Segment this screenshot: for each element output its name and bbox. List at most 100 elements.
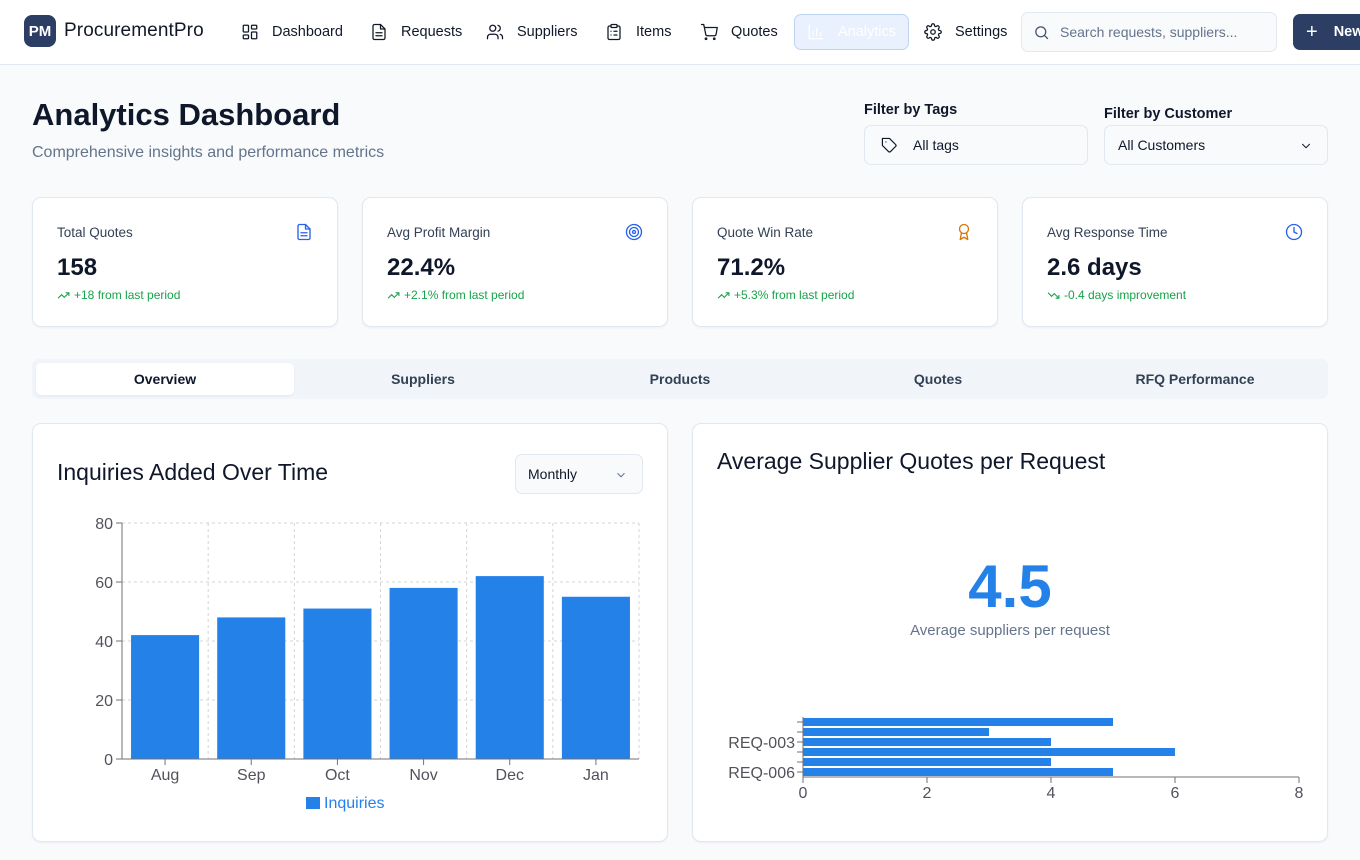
trending-up-icon [387, 291, 400, 299]
tab-quotes[interactable]: Quotes [913, 371, 963, 387]
avg-quotes-value: 4.5 [968, 553, 1052, 620]
tab-rfq-performance[interactable]: RFQ Performance [1135, 371, 1255, 387]
nav-item-label: Suppliers [517, 24, 578, 40]
x-tick-label: 2 [923, 785, 932, 802]
nav-item-label: Analytics [837, 24, 896, 40]
search-box [1021, 12, 1277, 52]
nav-item-suppliers[interactable]: Suppliers [486, 14, 577, 50]
y-tick-label: 80 [95, 516, 113, 533]
filter-customer-value: All Customers [1118, 137, 1206, 153]
clock-icon [1285, 223, 1303, 241]
plus-icon: + [1306, 20, 1318, 43]
stat-change: +2.1% from last period [387, 288, 524, 302]
stat-title: Avg Profit Margin [387, 225, 491, 240]
filter-customer-select[interactable]: All Customers [1104, 125, 1328, 165]
bar [803, 758, 1051, 766]
stat-card-avg-response-time: Avg Response Time 2.6 days -0.4 days imp… [1022, 197, 1328, 327]
file-text-icon [372, 23, 386, 41]
inquiries-bar-chart: 0 20 40 60 80 Aug Sep Oct Nov Dec Jan Inquiries [95, 516, 640, 812]
clipboard-list-icon [607, 23, 621, 41]
nav-item-label: Requests [401, 24, 463, 40]
trending-down-icon [1047, 291, 1060, 299]
bar [217, 617, 286, 759]
award-icon [958, 223, 970, 241]
stat-change: -0.4 days improvement [1047, 288, 1186, 302]
new-button[interactable]: + New [1293, 14, 1360, 50]
y-tick-label: 40 [95, 634, 113, 651]
nav-item-quotes[interactable]: Quotes [700, 14, 778, 50]
bar [803, 718, 1113, 726]
bar [131, 635, 200, 759]
nav-item-requests[interactable]: Requests [370, 14, 462, 50]
nav-item-label: Items [636, 24, 672, 40]
target-icon [625, 223, 643, 241]
x-tick-label: 6 [1171, 785, 1180, 802]
x-tick-label: Jan [583, 767, 609, 784]
nav-item-label: Dashboard [272, 24, 343, 40]
y-tick-label: REQ-006 [728, 765, 795, 782]
bar [389, 587, 458, 759]
search-icon [1035, 25, 1049, 39]
chevron-down-icon [617, 472, 625, 478]
avg-quotes-title: Average Supplier Quotes per Request [717, 448, 1106, 474]
bar [475, 576, 544, 759]
x-tick-label: Dec [496, 767, 524, 784]
stat-change-text: +18 from last period [74, 288, 181, 302]
page-subtitle: Comprehensive insights and performance m… [32, 144, 385, 161]
bar [803, 728, 989, 736]
trending-up-icon [57, 291, 70, 299]
tab-overview[interactable]: Overview [36, 363, 294, 395]
nav-item-settings[interactable]: Settings [924, 14, 1007, 50]
tab-products[interactable]: Products [649, 371, 711, 387]
y-tick-label: 0 [104, 752, 113, 769]
new-button-label: New [1333, 24, 1360, 40]
chevron-down-icon [1302, 143, 1310, 149]
y-tick-label: 20 [95, 693, 113, 710]
trending-up-icon [717, 291, 730, 299]
x-tick-label: 4 [1047, 785, 1056, 802]
stat-title: Quote Win Rate [717, 225, 814, 240]
period-select-value: Monthly [528, 466, 578, 482]
filter-tags-value: All tags [913, 137, 959, 153]
stat-change-text: +5.3% from last period [734, 288, 855, 302]
y-tick-label: 60 [95, 575, 113, 592]
filter-tags-label: Filter by Tags [864, 102, 958, 118]
bar-chart-icon [808, 24, 824, 40]
nav-item-dashboard[interactable]: Dashboard [241, 14, 343, 50]
search-input[interactable] [1060, 24, 1260, 40]
bar [803, 768, 1113, 776]
x-tick-label: Oct [325, 767, 350, 784]
nav-item-label: Settings [955, 24, 1008, 40]
bar [561, 596, 630, 759]
y-tick-label: REQ-003 [728, 735, 795, 752]
tag-icon [881, 137, 897, 153]
bar [803, 738, 1051, 746]
filter-customer-label: Filter by Customer [1104, 106, 1233, 122]
page-title: Analytics Dashboard [32, 97, 341, 132]
stat-title: Total Quotes [57, 225, 133, 240]
stat-card-avg-profit-margin: Avg Profit Margin 22.4% +2.1% from last … [362, 197, 668, 327]
brand-logo[interactable]: PM [24, 15, 56, 47]
x-tick-label: 8 [1295, 785, 1304, 802]
stat-value: 158 [57, 254, 98, 281]
brand-name[interactable]: ProcurementPro [64, 20, 204, 41]
nav-item-analytics[interactable]: Analytics [794, 14, 909, 50]
stat-change-text: -0.4 days improvement [1064, 288, 1187, 302]
stat-value: 22.4% [387, 254, 456, 281]
stat-change: +18 from last period [57, 288, 180, 302]
tab-suppliers[interactable]: Suppliers [391, 371, 455, 387]
nav-item-items[interactable]: Items [605, 14, 671, 50]
stat-change-text: +2.1% from last period [404, 288, 525, 302]
users-icon [486, 24, 504, 40]
period-select[interactable]: Monthly [515, 454, 643, 494]
filter-tags-select[interactable]: All tags [864, 125, 1088, 165]
top-navbar: PM ProcurementPro Dashboard Requests Sup… [0, 0, 1360, 65]
stat-change: +5.3% from last period [717, 288, 854, 302]
file-text-icon [297, 223, 311, 241]
shopping-cart-icon [700, 23, 718, 41]
stat-value: 2.6 days [1047, 254, 1142, 281]
inquiries-chart-panel: Inquiries Added Over Time Monthly 0 20 40 6… [32, 423, 668, 842]
x-tick-label: Aug [151, 767, 179, 784]
stat-card-total-quotes: Total Quotes 158 +18 from last period [32, 197, 338, 327]
